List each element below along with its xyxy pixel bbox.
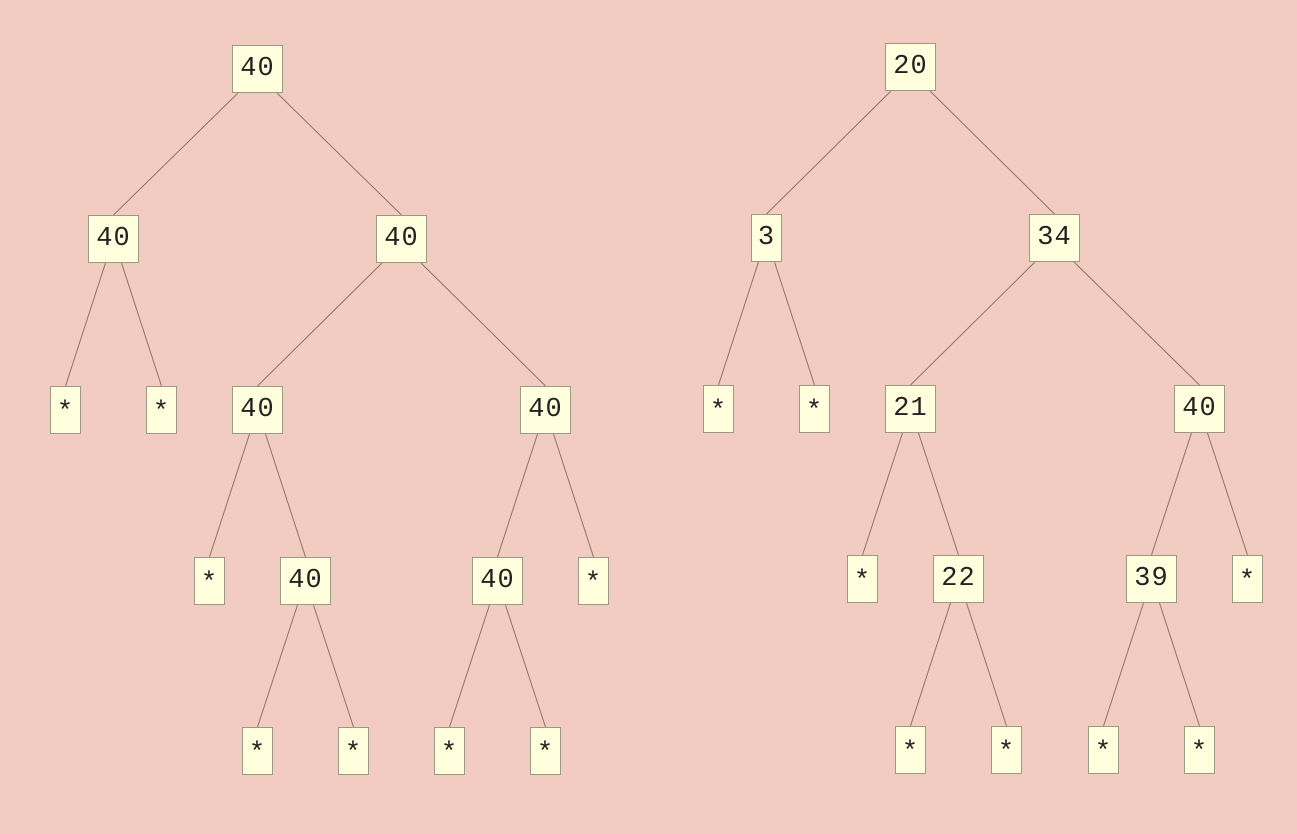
tree2-leaf-rll: *	[847, 555, 878, 603]
tree1-root-node: 40	[232, 45, 283, 93]
edge-tree2-node-rl-to-tree2-leaf-rll	[862, 432, 903, 556]
tree2-leaf-rrll: *	[1088, 726, 1119, 774]
tree2-leaf-lr: *	[799, 385, 830, 433]
tree2-root-node: 20	[885, 43, 936, 91]
edge-tree1-node-rr-to-tree1-node-rrl	[497, 433, 538, 558]
edge-tree2-node-rrl-to-tree2-leaf-rrll	[1103, 602, 1144, 727]
edge-tree1-node-rr-to-tree1-leaf-rrr	[553, 433, 594, 558]
tree1-leaf-rrll: *	[434, 727, 465, 775]
tree2-node-rl: 21	[885, 385, 936, 433]
edge-tree1-node-rl-to-tree1-node-rlr	[265, 433, 306, 558]
tree2-node-l: 3	[751, 214, 782, 262]
edge-tree1-root-node-to-tree1-node-r	[276, 92, 402, 216]
tree1-leaf-rrr: *	[578, 557, 609, 605]
tree2-leaf-rlrr: *	[991, 726, 1022, 774]
tree2-leaf-rrr: *	[1232, 555, 1263, 603]
tree1-leaf-rrlr: *	[530, 727, 561, 775]
tree1-node-rrl: 40	[472, 557, 523, 605]
edge-tree2-node-r-to-tree2-node-rl	[910, 261, 1036, 386]
tree2-node-rrl: 39	[1126, 555, 1177, 603]
tree2-leaf-ll: *	[703, 385, 734, 433]
edge-tree2-root-node-to-tree2-node-l	[766, 90, 892, 215]
edge-tree1-root-node-to-tree1-node-l	[113, 92, 239, 216]
edge-tree2-node-rr-to-tree2-leaf-rrr	[1207, 432, 1248, 556]
edge-tree2-node-r-to-tree2-node-rr	[1073, 261, 1200, 386]
tree2-node-rr: 40	[1174, 385, 1225, 433]
edge-tree2-node-rrl-to-tree2-leaf-rrlr	[1159, 602, 1200, 727]
tree1-node-r: 40	[376, 215, 427, 263]
tree2-node-r: 34	[1029, 214, 1080, 262]
tree1-node-rlr: 40	[280, 557, 331, 605]
edge-tree2-root-node-to-tree2-node-r	[929, 90, 1055, 215]
edge-tree1-node-rlr-to-tree1-leaf-rlrr	[313, 604, 354, 728]
tree1-leaf-rlrl: *	[242, 727, 273, 775]
edge-tree2-node-rr-to-tree2-node-rrl	[1151, 432, 1192, 556]
tree1-leaf-lr: *	[146, 386, 177, 434]
edge-tree1-node-rl-to-tree1-leaf-rll	[209, 433, 250, 558]
edge-tree1-node-l-to-tree1-leaf-ll	[65, 262, 106, 387]
tree2-leaf-rrlr: *	[1184, 726, 1215, 774]
tree1-leaf-rlrr: *	[338, 727, 369, 775]
tree2-node-rlr: 22	[933, 555, 984, 603]
edge-tree1-node-rrl-to-tree1-leaf-rrll	[449, 604, 490, 728]
tree1-leaf-ll: *	[50, 386, 81, 434]
edge-tree1-node-r-to-tree1-node-rr	[420, 262, 546, 387]
edge-tree1-node-rrl-to-tree1-leaf-rrlr	[505, 604, 546, 728]
tree1-node-rr: 40	[520, 386, 571, 434]
edge-tree1-node-rlr-to-tree1-leaf-rlrl	[257, 604, 298, 728]
edge-tree1-node-l-to-tree1-leaf-lr	[121, 262, 162, 387]
edge-tree2-node-l-to-tree2-leaf-ll	[718, 261, 759, 386]
tree2-leaf-rlrl: *	[895, 726, 926, 774]
tree1-leaf-rll: *	[194, 557, 225, 605]
edge-tree2-node-rlr-to-tree2-leaf-rlrr	[966, 602, 1007, 727]
tree1-node-l: 40	[88, 215, 139, 263]
edge-tree2-node-rlr-to-tree2-leaf-rlrl	[910, 602, 951, 727]
edge-tree1-node-r-to-tree1-node-rl	[257, 262, 383, 387]
tree1-node-rl: 40	[232, 386, 283, 434]
edge-tree2-node-rl-to-tree2-node-rlr	[918, 432, 959, 556]
edge-tree2-node-l-to-tree2-leaf-lr	[774, 261, 815, 386]
